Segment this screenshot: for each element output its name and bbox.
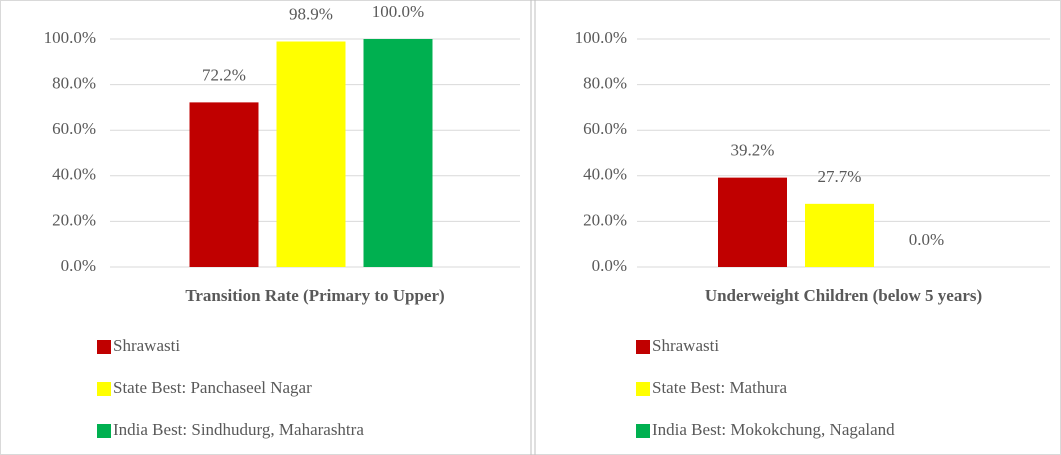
y-tick-label: 40.0% bbox=[583, 165, 627, 184]
y-tick-label: 60.0% bbox=[52, 119, 96, 138]
legend-swatch bbox=[636, 382, 650, 396]
legend-label: Shrawasti bbox=[652, 336, 719, 355]
y-tick-label: 100.0% bbox=[44, 28, 96, 47]
bar bbox=[363, 39, 433, 267]
legend-label: Shrawasti bbox=[113, 336, 180, 355]
legend-swatch bbox=[636, 424, 650, 438]
legend-swatch bbox=[97, 424, 111, 438]
y-tick-label: 0.0% bbox=[61, 256, 96, 275]
data-label: 100.0% bbox=[372, 2, 424, 21]
y-tick-label: 80.0% bbox=[583, 74, 627, 93]
y-tick-label: 60.0% bbox=[583, 119, 627, 138]
data-label: 27.7% bbox=[818, 167, 862, 186]
legend-swatch bbox=[97, 340, 111, 354]
y-tick-label: 0.0% bbox=[592, 256, 627, 275]
data-label: 98.9% bbox=[289, 4, 333, 23]
legend-swatch bbox=[97, 382, 111, 396]
y-tick-label: 40.0% bbox=[52, 165, 96, 184]
legend-label: State Best: Mathura bbox=[652, 378, 787, 397]
data-label: 39.2% bbox=[731, 141, 775, 160]
y-tick-label: 100.0% bbox=[575, 28, 627, 47]
y-tick-label: 80.0% bbox=[52, 74, 96, 93]
data-label: 0.0% bbox=[909, 230, 944, 249]
legend-label: India Best: Sindhudurg, Maharashtra bbox=[113, 420, 364, 439]
legend-swatch bbox=[636, 340, 650, 354]
bar bbox=[805, 203, 874, 267]
data-label: 72.2% bbox=[202, 65, 246, 84]
y-tick-label: 20.0% bbox=[52, 210, 96, 229]
legend-label: India Best: Mokokchung, Nagaland bbox=[652, 420, 895, 439]
y-tick-label: 20.0% bbox=[583, 210, 627, 229]
bar bbox=[718, 177, 787, 267]
bar bbox=[276, 41, 346, 268]
legend-label: State Best: Panchaseel Nagar bbox=[113, 378, 312, 397]
x-tick-label: Underweight Children (below 5 years) bbox=[705, 286, 982, 305]
bar bbox=[189, 102, 259, 267]
x-tick-label: Transition Rate (Primary to Upper) bbox=[185, 286, 444, 305]
